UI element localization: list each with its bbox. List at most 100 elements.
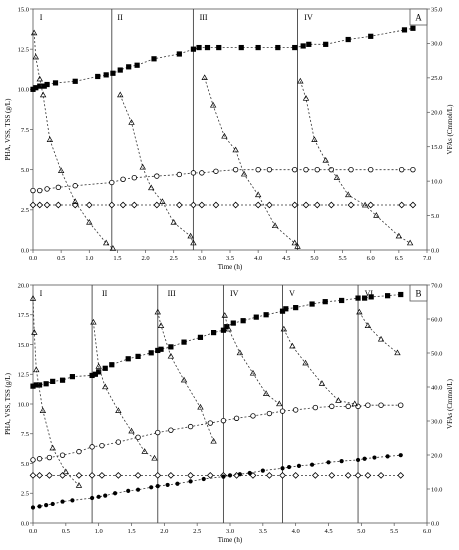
data-point [115, 439, 122, 445]
data-point [135, 434, 141, 441]
data-point [312, 404, 319, 411]
x-tick-label: 4.0 [292, 528, 300, 535]
data-point [339, 297, 345, 304]
vfa-decay-line [224, 315, 280, 405]
data-point [109, 245, 117, 251]
vfa-decay-line [359, 311, 398, 354]
data-point [128, 119, 135, 125]
data-point [232, 201, 239, 209]
data-point [57, 167, 65, 173]
data-point [377, 472, 385, 479]
x-tick-label: 7.0 [423, 255, 431, 262]
y2-tick-label: 60.0 [431, 316, 442, 323]
data-point [134, 472, 142, 479]
data-point [31, 329, 38, 335]
data-point [345, 36, 351, 43]
data-point [355, 457, 361, 463]
data-point [44, 81, 50, 88]
y-tick-label: 20.0 [18, 282, 29, 289]
data-point [90, 495, 95, 501]
data-point [155, 347, 161, 354]
data-point [30, 187, 36, 194]
data-point [59, 377, 66, 383]
data-point [125, 356, 131, 362]
y2-tick-label: 10.0 [431, 486, 442, 493]
data-point [368, 166, 374, 173]
vfa-decay-line [283, 329, 355, 405]
data-point [70, 498, 75, 503]
trend-line [33, 169, 413, 191]
data-point [175, 201, 183, 209]
data-point [37, 187, 43, 194]
x-tick-label: 3.5 [259, 528, 267, 535]
data-point [39, 91, 47, 98]
data-point [37, 83, 43, 89]
y-tick-label: 15.0 [18, 342, 29, 349]
vfa-decay-line [33, 33, 114, 249]
data-point [236, 349, 244, 356]
data-point [410, 25, 416, 31]
data-point [224, 324, 230, 330]
data-point [180, 376, 188, 383]
data-point [250, 413, 256, 419]
vfa-decay-line [32, 298, 80, 486]
data-point [126, 488, 131, 493]
data-point [311, 136, 318, 142]
data-point [302, 359, 309, 366]
data-point [62, 468, 70, 475]
panel-label-box [409, 8, 428, 26]
data-point [204, 44, 211, 51]
data-point [135, 353, 141, 359]
data-point [76, 448, 82, 455]
data-point [266, 166, 273, 173]
data-point [232, 146, 239, 153]
x-tick-label: 6.0 [367, 255, 375, 262]
y2-tick-label: 40.0 [431, 384, 442, 391]
data-point [230, 320, 236, 326]
y2-tick-label: 5.0 [431, 213, 439, 220]
data-point [210, 330, 217, 336]
data-point [292, 472, 300, 479]
data-point [115, 407, 122, 413]
y-tick-label: 5.0 [21, 461, 29, 468]
data-point [44, 186, 50, 192]
data-point [95, 363, 102, 369]
y2-axis-title: VFAs (Cmmol/L) [446, 378, 454, 429]
y2-tick-label: 30.0 [431, 41, 442, 48]
data-point [176, 171, 183, 178]
data-point [344, 472, 352, 479]
y2-tick-label: 15.0 [431, 144, 442, 151]
data-point [36, 75, 43, 82]
data-point [322, 156, 329, 163]
data-point [322, 299, 328, 305]
data-point [43, 381, 49, 387]
data-point [41, 83, 47, 89]
data-point [157, 322, 165, 328]
trend-line [32, 294, 401, 387]
panel-label-box [409, 284, 428, 302]
data-point [378, 402, 384, 408]
phase-label: V [289, 289, 295, 298]
data-point [232, 166, 239, 173]
data-point [292, 166, 298, 173]
x-tick-label: 5.5 [339, 255, 347, 262]
data-point [44, 503, 49, 508]
vfa-decay-line [204, 77, 298, 247]
data-point [309, 301, 315, 307]
data-point [309, 462, 315, 467]
data-point [220, 417, 227, 424]
data-point [293, 305, 299, 311]
data-point [154, 472, 162, 479]
data-point [398, 291, 404, 298]
data-point [221, 474, 226, 479]
x-tick-label: 5.0 [310, 255, 318, 262]
x-tick-label: 3.5 [226, 255, 234, 262]
data-point [176, 51, 182, 57]
phase-label: III [200, 13, 208, 22]
data-point [75, 472, 83, 479]
data-point [361, 201, 369, 208]
x-tick-label: 4.0 [254, 255, 262, 262]
data-point [339, 459, 344, 464]
panel-label: B [415, 289, 421, 299]
data-point [345, 403, 351, 410]
